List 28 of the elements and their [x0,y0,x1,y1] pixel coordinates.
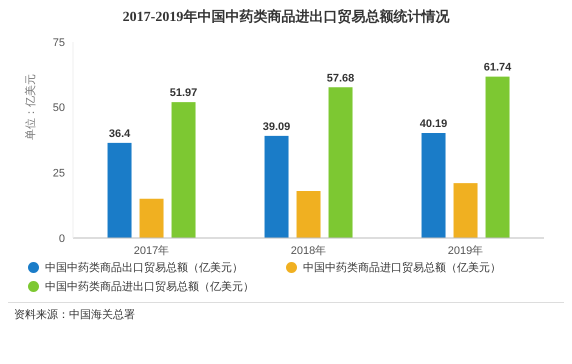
bar [140,198,164,238]
bar [454,183,478,238]
data-label: 40.19 [420,118,448,130]
y-axis-title: 单位：亿美元 [24,74,37,140]
data-label: 57.68 [326,72,354,84]
legend-label: 中国中药类商品出口贸易总额（亿美元） [45,260,243,275]
chart-title: 2017-2019年中国中药类商品进出口贸易总额统计情况 [122,8,450,26]
x-tick-label: 2017年 [134,244,170,257]
data-label: 39.09 [262,120,290,133]
text: 资料来源：中国海关总署 [8,302,564,322]
x-tick-label: 2019年 [448,244,484,257]
y-tick-label: 0 [58,232,65,245]
bar [296,190,321,238]
bar [486,76,510,238]
data-label: 51.97 [170,87,198,100]
x-tick-label: 2018年 [290,244,326,257]
data-label: 36.4 [108,128,132,140]
y-tick-label: 50 [52,102,65,114]
bar [328,87,353,238]
bar [108,142,132,238]
y-tick-label: 75 [52,36,65,49]
bar [422,132,446,238]
y-tick-label: 25 [52,168,65,180]
data-label: 61.74 [484,62,512,74]
bar [264,136,289,238]
legend-label: 中国中药类商品进口贸易总额（亿美元） [303,260,501,275]
legend-label: 中国中药类商品进出口贸易总额（亿美元） [45,280,254,294]
bar [172,102,196,238]
